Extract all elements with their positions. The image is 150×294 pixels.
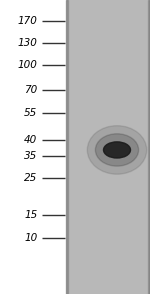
Bar xyxy=(66,0,67,294)
Text: 10: 10 xyxy=(24,233,38,243)
Bar xyxy=(66,0,68,294)
Bar xyxy=(66,0,68,294)
Text: 100: 100 xyxy=(18,60,38,70)
Text: 35: 35 xyxy=(24,151,38,161)
Text: 40: 40 xyxy=(24,135,38,145)
Bar xyxy=(148,0,150,294)
Bar xyxy=(66,0,67,294)
Ellipse shape xyxy=(103,142,130,158)
Bar xyxy=(148,0,150,294)
Ellipse shape xyxy=(95,134,139,166)
Bar xyxy=(0,0,66,294)
Text: 25: 25 xyxy=(24,173,38,183)
Ellipse shape xyxy=(87,126,147,174)
Text: 70: 70 xyxy=(24,85,38,95)
Text: 130: 130 xyxy=(18,38,38,48)
Bar xyxy=(66,0,150,294)
Text: 170: 170 xyxy=(18,16,38,26)
Bar xyxy=(149,0,150,294)
Text: 15: 15 xyxy=(24,210,38,220)
Text: 55: 55 xyxy=(24,108,38,118)
Bar xyxy=(149,0,150,294)
